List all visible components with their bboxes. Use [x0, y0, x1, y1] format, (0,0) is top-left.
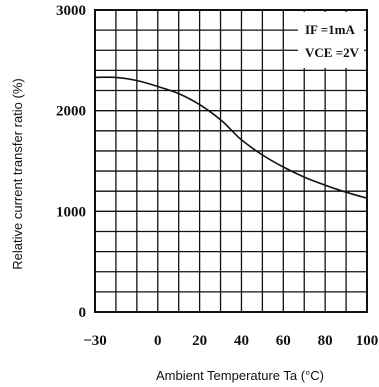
condition-box: IF =1mA VCE =2V [298, 12, 364, 68]
plot-frame [94, 9, 368, 313]
y-tick-label: 1000 [56, 204, 86, 220]
x-axis-title: Ambient Temperature Ta (°C) [156, 368, 324, 383]
x-tick-label: 20 [192, 333, 207, 349]
x-tick-label: −30 [83, 333, 107, 349]
condition-vce: VCE =2V [305, 45, 360, 60]
series-line-0 [94, 76, 368, 199]
series-layer [94, 76, 368, 199]
y-tick-label: 3000 [56, 3, 86, 19]
x-tick-label: 60 [276, 333, 291, 349]
x-tick-label: 100 [356, 333, 379, 349]
x-tick-labels: −30 0 20 40 60 80 100 [83, 333, 378, 349]
x-tick-label: 80 [318, 333, 333, 349]
x-tick-label: 0 [154, 333, 162, 349]
y-tick-label: 0 [79, 305, 87, 321]
y-tick-labels: 0 1000 2000 3000 [56, 3, 86, 321]
y-tick-label: 2000 [56, 104, 86, 120]
y-axis-title: Relative current transfer ratio (%) [10, 78, 25, 269]
x-tick-label: 40 [234, 333, 249, 349]
condition-if: IF =1mA [305, 22, 356, 37]
